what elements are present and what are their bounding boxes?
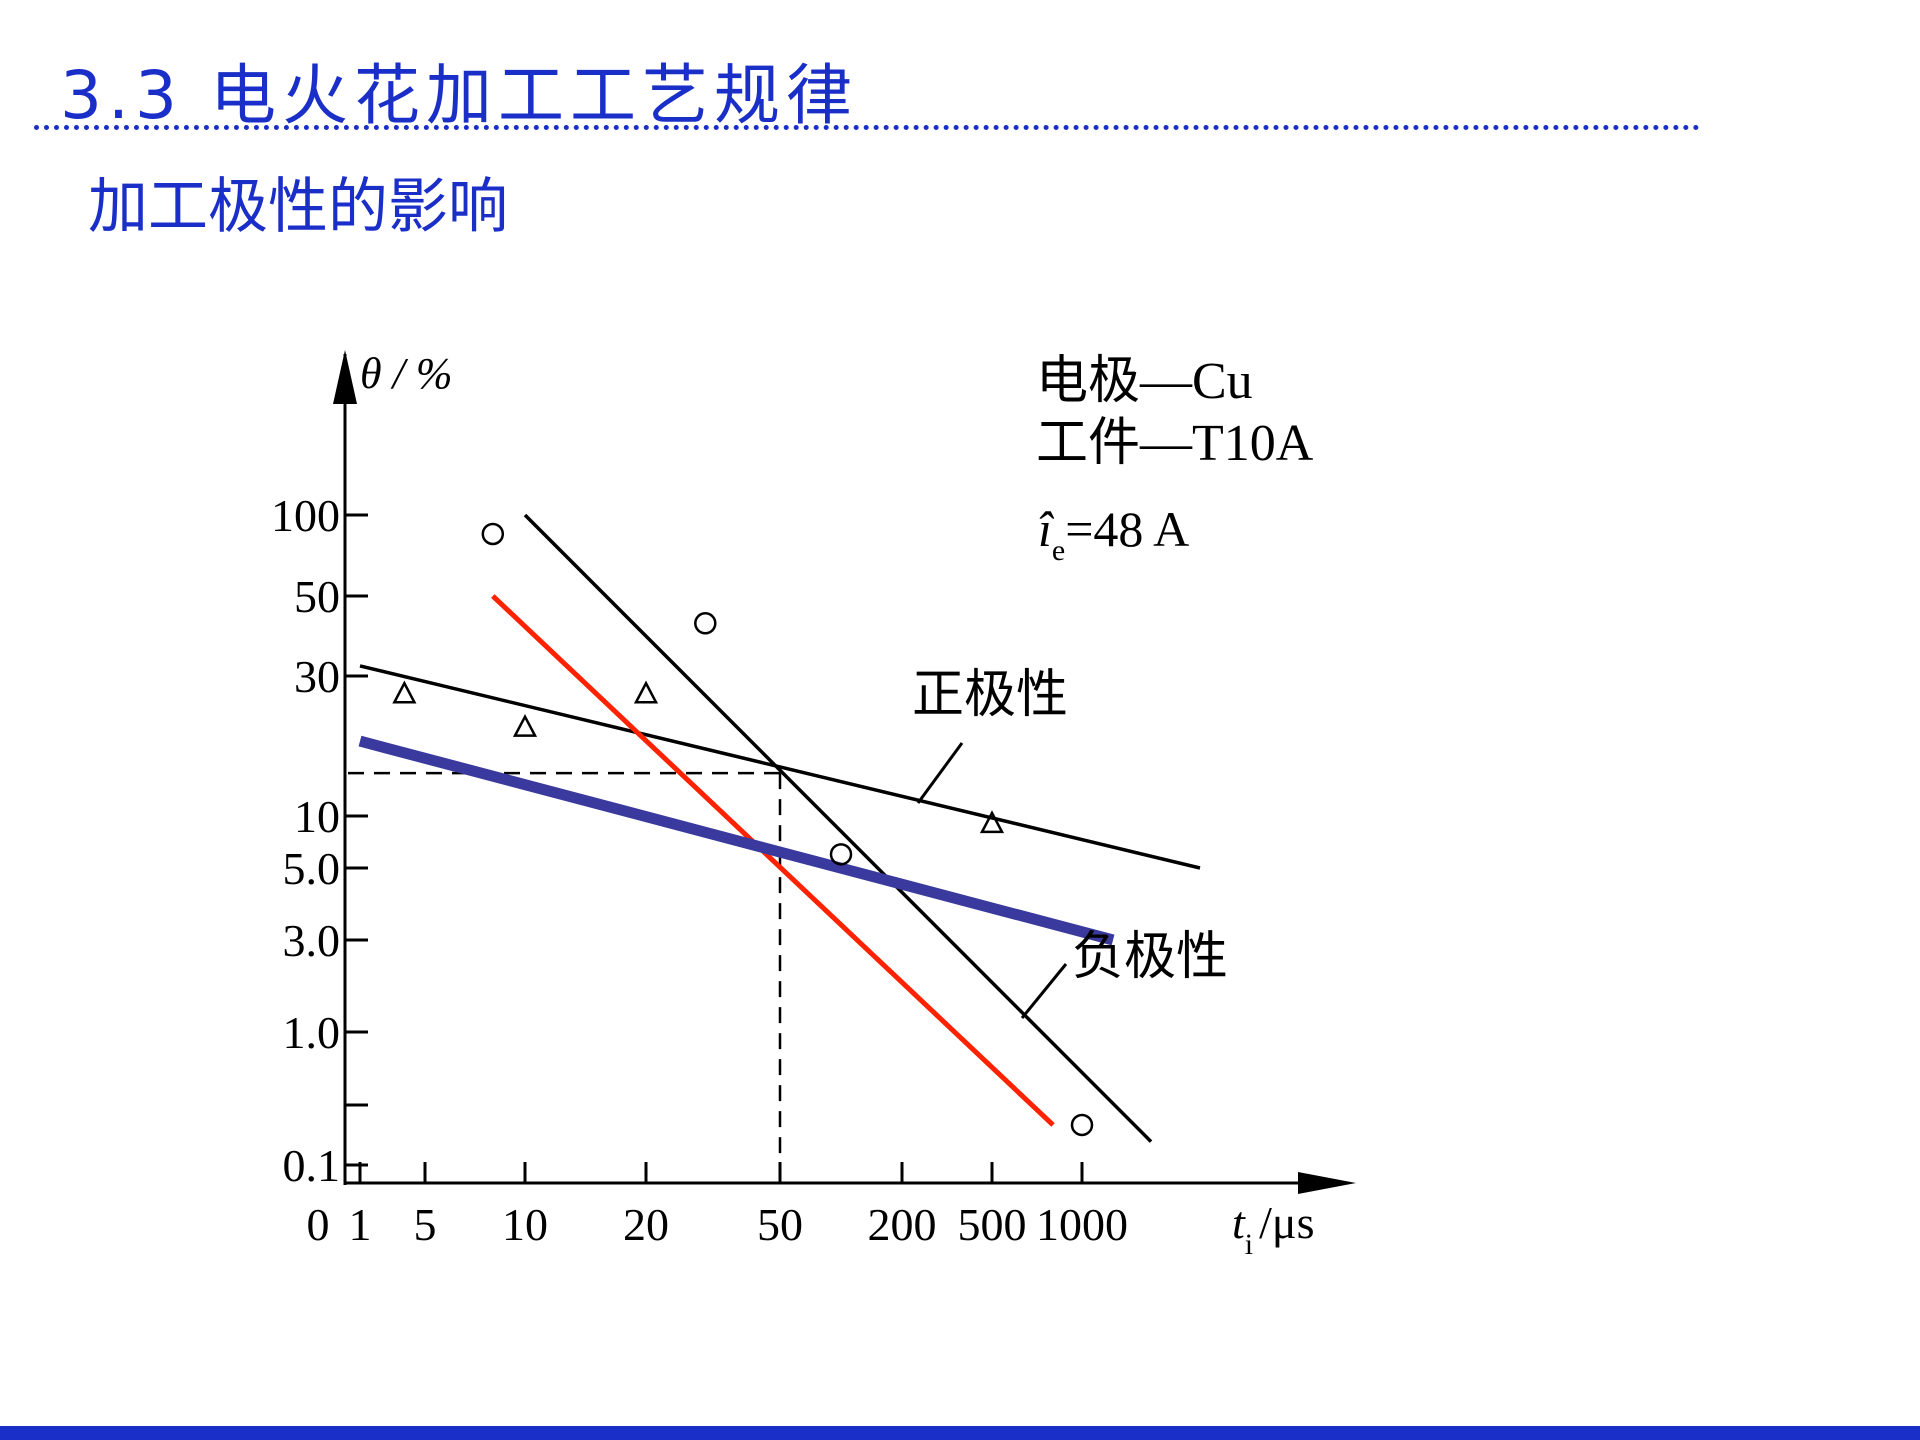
legend-current-value: =48 A — [1065, 501, 1189, 557]
legend-electrode: 电极—Cu — [1036, 353, 1253, 410]
slide-title: 3.3 电火花加工工艺规律 — [60, 57, 858, 134]
x-ticks: 0 1 5 10 20 50 200 500 1000 — [307, 1162, 1128, 1250]
y-tick-label: 30 — [294, 651, 340, 702]
negative-leader-line — [1020, 963, 1068, 1019]
x-tick-label: 200 — [868, 1199, 937, 1250]
x-axis-label-sub: i — [1245, 1228, 1253, 1261]
x-tick-label: 1 — [349, 1199, 372, 1250]
y-axis-label: θ / % — [360, 349, 453, 398]
x-axis-arrowhead — [1298, 1172, 1356, 1194]
legend-current-symbol: î — [1038, 501, 1055, 557]
y-tick-label: 1.0 — [283, 1007, 341, 1058]
triangle-marker — [979, 810, 1005, 834]
series-line-red-2 — [491, 594, 1055, 1127]
x-axis-label-unit: /μs — [1259, 1197, 1314, 1248]
y-tick-label: 10 — [294, 791, 340, 842]
reference-dashed-lines — [348, 771, 782, 1183]
y-axis-arrowhead — [333, 350, 357, 404]
x-tick-label: 1000 — [1036, 1199, 1128, 1250]
series-line-blue-3 — [358, 735, 1115, 946]
y-tick-label: 100 — [271, 490, 340, 541]
x-tick-label: 0 — [307, 1199, 330, 1250]
negative-polarity-label: 负极性 — [1072, 929, 1228, 986]
legend-current-sub: e — [1052, 534, 1065, 567]
y-tick-label: 0.1 — [283, 1140, 341, 1191]
positive-polarity-label: 正极性 — [912, 667, 1068, 724]
series-group — [358, 513, 1201, 1143]
series-line-black-0 — [359, 664, 1201, 870]
series-line-black-1 — [523, 513, 1153, 1143]
y-ticks: 100 50 30 105.0 3.0 1.0 0.1 — [271, 490, 368, 1191]
circle-marker — [694, 612, 717, 635]
legend-current: îe=48 A — [1038, 501, 1189, 567]
positive-leader-line — [916, 742, 964, 804]
legend-workpiece: 工件—T10A — [1036, 415, 1314, 472]
slide-subtitle: 加工极性的影响 — [88, 172, 508, 242]
x-tick-label: 10 — [502, 1199, 548, 1250]
y-tick-label: 5.0 — [283, 843, 341, 894]
triangle-marker — [512, 713, 538, 737]
circle-marker — [1070, 1113, 1094, 1137]
marker-group — [392, 522, 1094, 1137]
y-tick-label: 3.0 — [283, 915, 341, 966]
x-tick-label: 50 — [757, 1199, 803, 1250]
x-tick-label: 20 — [623, 1199, 669, 1250]
circle-marker — [829, 843, 853, 866]
triangle-marker — [392, 680, 417, 704]
bottom-bar — [0, 1426, 1920, 1440]
circle-marker — [481, 522, 505, 546]
x-axis-label: ti/μs — [1232, 1197, 1314, 1261]
x-tick-label: 500 — [958, 1199, 1027, 1250]
x-axis-label-main: t — [1232, 1197, 1246, 1248]
title-divider — [34, 125, 1700, 130]
y-tick-label: 50 — [294, 571, 340, 622]
x-tick-label: 5 — [414, 1199, 437, 1250]
triangle-marker — [633, 680, 659, 704]
